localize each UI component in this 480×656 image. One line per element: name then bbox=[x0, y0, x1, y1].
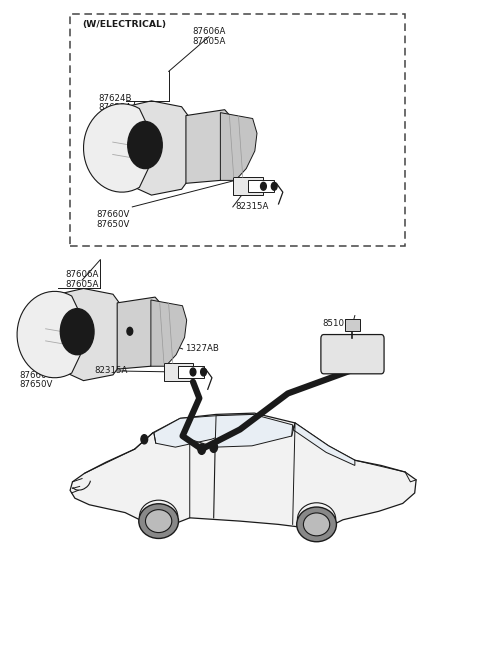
Ellipse shape bbox=[303, 513, 330, 536]
Polygon shape bbox=[151, 300, 187, 366]
Polygon shape bbox=[215, 415, 293, 447]
Text: 87660V: 87660V bbox=[19, 371, 52, 380]
Text: 87605A: 87605A bbox=[65, 280, 99, 289]
Circle shape bbox=[198, 444, 205, 455]
Polygon shape bbox=[17, 291, 90, 378]
Bar bbox=[248, 180, 274, 192]
Text: 87624B: 87624B bbox=[99, 94, 132, 102]
Circle shape bbox=[141, 435, 148, 444]
Bar bbox=[345, 319, 360, 331]
Bar bbox=[233, 177, 264, 195]
Text: 85101: 85101 bbox=[322, 319, 349, 328]
Circle shape bbox=[128, 121, 162, 169]
Circle shape bbox=[127, 327, 132, 335]
Text: 87606A: 87606A bbox=[192, 27, 226, 36]
FancyBboxPatch shape bbox=[321, 335, 384, 374]
Ellipse shape bbox=[145, 510, 172, 533]
Circle shape bbox=[201, 368, 206, 376]
Bar bbox=[164, 363, 193, 380]
Circle shape bbox=[60, 308, 94, 355]
Circle shape bbox=[261, 182, 266, 190]
Polygon shape bbox=[126, 101, 194, 195]
Text: 82315A: 82315A bbox=[94, 366, 127, 375]
Polygon shape bbox=[70, 413, 416, 527]
Circle shape bbox=[271, 182, 277, 190]
Polygon shape bbox=[293, 423, 355, 466]
Text: 82315A: 82315A bbox=[235, 203, 269, 211]
Text: 87623A: 87623A bbox=[99, 104, 132, 112]
Polygon shape bbox=[154, 415, 253, 447]
Text: 87650V: 87650V bbox=[96, 220, 130, 229]
Text: 87623A: 87623A bbox=[22, 318, 56, 327]
Ellipse shape bbox=[297, 507, 336, 542]
Text: 87624B: 87624B bbox=[22, 308, 56, 318]
Text: 87650V: 87650V bbox=[19, 380, 52, 390]
Bar bbox=[178, 366, 204, 378]
Text: 87605A: 87605A bbox=[192, 37, 226, 46]
Circle shape bbox=[210, 442, 217, 453]
Polygon shape bbox=[117, 297, 168, 369]
Circle shape bbox=[190, 368, 196, 376]
Text: 87660V: 87660V bbox=[96, 210, 130, 219]
Polygon shape bbox=[220, 113, 257, 180]
Text: 1327AB: 1327AB bbox=[185, 344, 219, 354]
Text: 87606A: 87606A bbox=[65, 270, 99, 279]
Polygon shape bbox=[186, 110, 238, 183]
Polygon shape bbox=[84, 104, 158, 192]
Text: (W/ELECTRICAL): (W/ELECTRICAL) bbox=[82, 20, 166, 30]
Ellipse shape bbox=[139, 504, 179, 539]
Polygon shape bbox=[58, 289, 126, 380]
